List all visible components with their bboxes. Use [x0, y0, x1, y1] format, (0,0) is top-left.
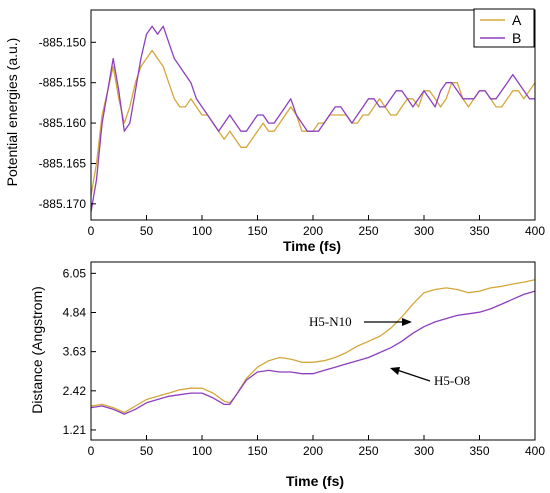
- x-tick-label: 350: [469, 444, 489, 458]
- x-tick-label: 250: [358, 224, 378, 238]
- arrowhead-h5-o8: [390, 367, 400, 375]
- annotation-h5-o8: H5-O8: [434, 373, 470, 388]
- series-line-h5-n10: [90, 279, 536, 414]
- legend-label-b: B: [512, 30, 521, 46]
- x-tick-label: 100: [192, 224, 212, 238]
- plot-frame: [90, 261, 536, 441]
- distance-axes: 0 50 100 150 200 250 300 350 400 1.21 2.42 3.63 4.84…: [63, 261, 545, 458]
- legend-box: [473, 8, 535, 48]
- y-tick-label: -885.150: [39, 35, 87, 49]
- legend: A B: [473, 8, 535, 48]
- x-tick-label: 200: [303, 444, 323, 458]
- x-tick-label: 50: [140, 444, 154, 458]
- y-tick-label: -885.155: [39, 76, 87, 90]
- x-tick-label: 50: [140, 224, 154, 238]
- y-tick-label: 2.42: [63, 384, 87, 398]
- x-tick-label: 300: [414, 444, 434, 458]
- y-axis-title: Potential energies (a.u.): [4, 38, 20, 187]
- x-axis-title: Time (fs): [286, 473, 344, 489]
- x-tick-label: 100: [192, 444, 212, 458]
- series-line-b: [90, 25, 535, 213]
- x-tick-label: 150: [247, 444, 267, 458]
- x-tick-label: 200: [303, 224, 323, 238]
- series-line-a: [90, 49, 536, 196]
- annotation-arrow-h5-o8: [393, 368, 431, 382]
- annotation-h5-n10: H5-N10: [309, 314, 352, 329]
- legend-label-a: A: [512, 12, 522, 28]
- potential-energy-plot-area: [90, 25, 536, 213]
- y-tick-label: 1.21: [63, 423, 87, 437]
- potential-energy-axes: 0 50 100 150 200 250 300 350 400 -885.150 -885.155…: [39, 9, 545, 238]
- x-tick-label: 250: [358, 444, 378, 458]
- y-tick-label: -885.160: [39, 116, 87, 130]
- series-line-h5-o8: [90, 290, 536, 415]
- distance-chart: 0 50 100 150 200 250 300 350 400 1.21 2.42 3.63 4.84…: [29, 261, 545, 489]
- x-tick-label: 350: [469, 224, 489, 238]
- x-tick-label: 400: [525, 224, 545, 238]
- x-axis-title: Time (fs): [283, 238, 341, 254]
- y-tick-label: 3.63: [63, 345, 87, 359]
- plot-frame: [90, 9, 536, 221]
- x-tick-label: 400: [525, 444, 545, 458]
- y-tick-label: 6.05: [63, 266, 87, 280]
- x-tick-label: 0: [88, 444, 95, 458]
- y-tick-label: -885.165: [39, 156, 87, 170]
- x-tick-label: 0: [88, 224, 95, 238]
- y-tick-label: -885.170: [39, 197, 87, 211]
- annotations: H5-N10 H5-O8: [309, 314, 470, 388]
- distance-plot-area: [90, 279, 536, 415]
- y-axis-title: Distance (Angstrom): [29, 286, 45, 414]
- potential-energy-chart: 0 50 100 150 200 250 300 350 400 -885.150 -885.155…: [4, 8, 545, 254]
- x-tick-label: 150: [247, 224, 267, 238]
- y-tick-label: 4.84: [63, 305, 87, 319]
- arrowhead-h5-n10: [402, 318, 412, 326]
- x-tick-label: 300: [414, 224, 434, 238]
